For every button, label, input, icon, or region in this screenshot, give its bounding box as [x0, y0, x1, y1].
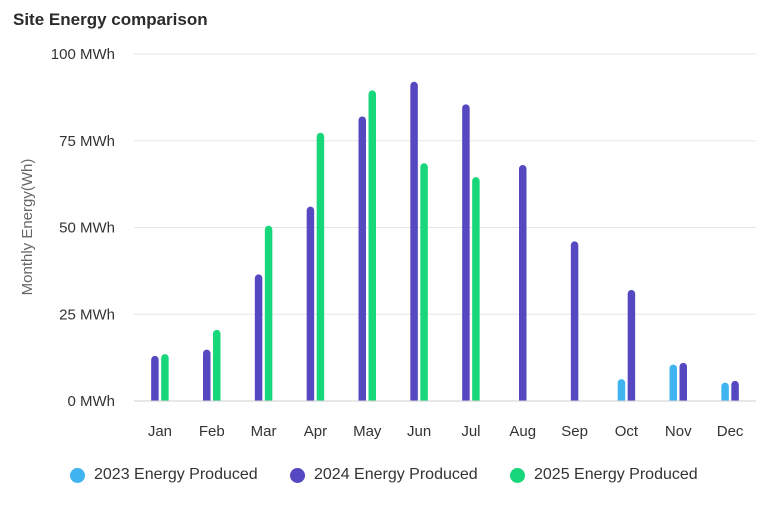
- bar-jun-2024[interactable]: [410, 81, 418, 401]
- y-tick-label: 0 MWh: [67, 393, 115, 410]
- x-tick-label: Jul: [461, 423, 480, 440]
- bar-nov-2024[interactable]: [679, 362, 688, 401]
- bar-sep-2024[interactable]: [570, 241, 579, 401]
- bar-jan-2024[interactable]: [151, 355, 159, 401]
- y-axis-label: Monthly Energy(Wh): [19, 159, 36, 296]
- bar-jul-2024[interactable]: [462, 104, 470, 402]
- y-tick-label: 50 MWh: [59, 220, 115, 237]
- legend-label: 2025 Energy Produced: [534, 466, 698, 483]
- bar-jan-2025[interactable]: [161, 354, 169, 401]
- x-tick-label: Jun: [407, 423, 431, 440]
- legend-label: 2023 Energy Produced: [94, 466, 258, 483]
- legend-item-2023[interactable]: 2023 Energy Produced: [70, 462, 258, 488]
- x-tick-label: Apr: [304, 423, 327, 440]
- x-tick-label: Nov: [665, 423, 692, 440]
- y-tick-label: 100 MWh: [51, 46, 115, 63]
- chart-title: Site Energy comparison: [13, 10, 208, 29]
- bar-dec-2024[interactable]: [731, 380, 739, 401]
- x-tick-label: Oct: [615, 423, 639, 440]
- x-tick-label: Sep: [561, 423, 588, 440]
- bar-feb-2024[interactable]: [203, 349, 211, 401]
- bar-jun-2025[interactable]: [420, 163, 428, 401]
- bar-may-2024[interactable]: [358, 116, 367, 402]
- bar-dec-2023[interactable]: [721, 382, 729, 401]
- legend-item-2024[interactable]: 2024 Energy Produced: [290, 462, 478, 488]
- legend-dot-icon: [510, 467, 525, 483]
- bar-mar-2025[interactable]: [264, 225, 273, 401]
- legend-dot-icon: [70, 467, 85, 483]
- bar-apr-2025[interactable]: [316, 132, 325, 402]
- legend-dot-icon: [290, 467, 305, 483]
- x-tick-label: Jan: [148, 423, 172, 440]
- x-tick-label: Mar: [251, 423, 277, 440]
- x-tick-label: May: [353, 423, 382, 440]
- bar-aug-2024[interactable]: [519, 165, 527, 401]
- legend: 2023 Energy Produced 2024 Energy Produce…: [0, 462, 768, 488]
- bar-jul-2025[interactable]: [472, 177, 480, 401]
- y-axis-tick-labels: 0 MWh 25 MWh 50 MWh 75 MWh 100 MWh: [51, 46, 115, 410]
- legend-label: 2024 Energy Produced: [314, 466, 478, 483]
- gridlines: [134, 53, 756, 402]
- bars: [151, 81, 739, 402]
- bar-nov-2023[interactable]: [669, 364, 678, 401]
- y-tick-label: 75 MWh: [59, 133, 115, 150]
- bar-oct-2024[interactable]: [627, 289, 636, 401]
- bar-apr-2024[interactable]: [306, 206, 315, 401]
- bar-oct-2023[interactable]: [617, 379, 626, 401]
- x-tick-label: Feb: [199, 423, 225, 440]
- bar-may-2025[interactable]: [368, 90, 377, 402]
- y-tick-label: 25 MWh: [59, 306, 115, 323]
- x-axis-tick-labels: Jan Feb Mar Apr May Jun Jul Aug Sep Oct Nov Dec: [148, 423, 744, 440]
- legend-item-2025[interactable]: 2025 Energy Produced: [510, 462, 698, 488]
- x-tick-label: Dec: [717, 423, 744, 440]
- x-tick-label: Aug: [509, 423, 536, 440]
- bar-mar-2024[interactable]: [254, 274, 263, 401]
- bar-feb-2025[interactable]: [213, 329, 221, 401]
